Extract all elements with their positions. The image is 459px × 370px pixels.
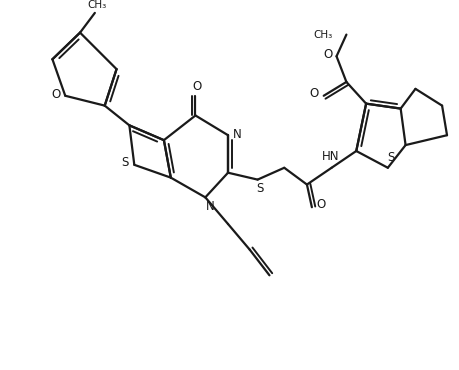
Text: O: O <box>52 88 61 101</box>
Text: CH₃: CH₃ <box>313 30 333 40</box>
Text: HN: HN <box>322 151 339 164</box>
Text: O: O <box>309 87 319 100</box>
Text: N: N <box>233 128 241 141</box>
Text: S: S <box>121 157 128 169</box>
Text: O: O <box>193 80 202 93</box>
Text: O: O <box>323 48 332 61</box>
Text: O: O <box>316 198 325 211</box>
Text: CH₃: CH₃ <box>87 0 106 10</box>
Text: N: N <box>206 200 215 213</box>
Text: S: S <box>256 182 263 195</box>
Text: S: S <box>387 151 394 164</box>
